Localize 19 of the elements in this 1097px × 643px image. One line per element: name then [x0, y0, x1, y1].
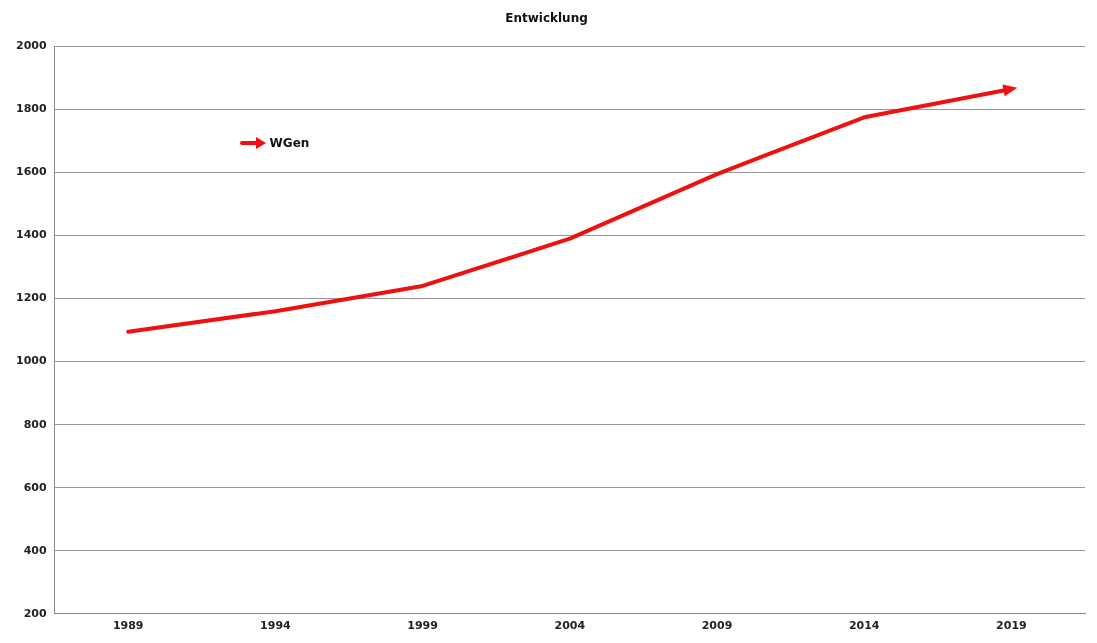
- y-tick-label: 1800: [15, 102, 47, 116]
- x-tick-label: 2014: [848, 619, 880, 633]
- x-tick-label: 2009: [701, 619, 733, 633]
- x-tick-label: 2019: [996, 619, 1027, 633]
- x-tick-label: 1989: [112, 619, 144, 633]
- y-tick-label: 1200: [15, 291, 47, 305]
- y-tick-label: 2000: [15, 39, 47, 53]
- x-tick-label: 1999: [407, 619, 438, 633]
- y-tick-label: 600: [23, 480, 47, 494]
- y-tick-label: 800: [23, 417, 47, 431]
- legend-label: WGen: [269, 136, 310, 151]
- x-tick-label: 1994: [260, 619, 292, 633]
- x-tick-label: 2004: [554, 619, 586, 633]
- y-tick-label: 1000: [15, 354, 47, 368]
- y-tick-label: 1400: [15, 228, 47, 242]
- y-tick-label: 200: [23, 606, 47, 620]
- y-tick-label: 1600: [15, 165, 47, 179]
- chart-title: Entwicklung: [505, 11, 588, 26]
- y-tick-label: 400: [23, 543, 47, 557]
